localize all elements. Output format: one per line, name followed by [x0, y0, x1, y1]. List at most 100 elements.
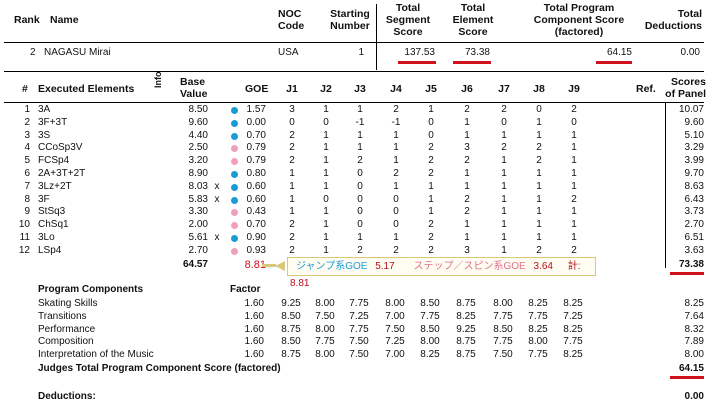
component-name: Interpretation of the Music [38, 349, 154, 361]
element-base-value: 5.61 [188, 232, 208, 243]
component-judge-score-2: 7.75 [315, 336, 335, 348]
component-panel-score: 7.64 [684, 310, 704, 322]
component-judge-score-7: 7.50 [493, 349, 513, 361]
component-judge-score-5: 8.25 [420, 349, 440, 361]
base-total: 64.57 [182, 259, 208, 270]
judge-score-5: 2 [428, 142, 434, 154]
component-panel-score: 8.32 [684, 323, 704, 335]
element-row: 6 2A+3T+2T 8.90 0.80 1 1 0 2 2 1 1 1 1 9.70 [0, 168, 710, 180]
judge-score-8: 1 [536, 206, 542, 218]
program-components-header: Program Components [38, 284, 144, 295]
element-goe: 1.57 [246, 104, 266, 115]
component-judge-score-6: 8.75 [456, 336, 476, 348]
jump-goe-dot [231, 235, 238, 242]
component-judge-score-9: 8.25 [563, 298, 583, 309]
judge-score-8: 2 [536, 244, 542, 256]
judge-score-8: 1 [536, 193, 542, 205]
component-judge-score-2: 8.00 [315, 349, 335, 361]
element-goe: 0.79 [246, 155, 266, 167]
judge-score-4: 2 [393, 104, 399, 115]
pcs-total-value: 64.15 [678, 363, 704, 374]
judge-score-7: 2 [501, 142, 507, 154]
element-panel-score: 3.29 [684, 142, 704, 154]
rank-header: Rank [14, 14, 40, 26]
element-name: 2A+3T+2T [38, 168, 86, 179]
executed-elements-header: Executed Elements [38, 83, 135, 95]
skater-deductions: 0.00 [680, 47, 700, 58]
component-judge-score-1: 8.50 [281, 310, 301, 322]
element-name: 3Lz+2T [38, 180, 72, 192]
element-goe: 0.60 [246, 180, 266, 192]
element-goe: 0.60 [246, 193, 266, 205]
component-row: Interpretation of the Music 1.60 8.75 8.00 7… [0, 349, 710, 361]
goe-breakdown-callout: ジャンプ系GOE 5.17 ステップ／スピン系GOE 3.64 計: 8.81 [287, 257, 596, 289]
judge-score-5: 0 [428, 116, 434, 128]
element-name: 3F+3T [38, 116, 68, 128]
deductions-header: Total Deductions [644, 8, 702, 32]
component-judge-score-7: 8.50 [493, 323, 513, 335]
judge-score-2: 0 [323, 193, 329, 205]
deductions-label: Deductions: [38, 391, 96, 402]
component-judge-score-8: 8.00 [528, 336, 548, 348]
component-judge-score-9: 7.75 [563, 336, 583, 348]
judge-score-6: 1 [464, 168, 470, 179]
judge-header-9: J9 [568, 83, 580, 95]
judge-score-2: 0 [323, 116, 329, 128]
element-name: FCSp4 [38, 155, 70, 167]
component-judge-score-7: 7.75 [493, 336, 513, 348]
element-base-value: 5.83 [188, 193, 208, 205]
judge-score-8: 1 [536, 168, 542, 179]
component-row: Composition 1.60 8.50 7.75 7.50 7.25 8.00 8.75 7… [0, 336, 710, 348]
element-panel-score: 5.10 [684, 129, 704, 141]
tes-underline [453, 61, 491, 64]
element-panel-score: 6.51 [684, 232, 704, 243]
judge-score-1: 2 [289, 232, 295, 243]
component-judge-score-7: 7.75 [493, 310, 513, 322]
jump-goe-dot [231, 196, 238, 204]
judge-score-8: 1 [536, 116, 542, 128]
component-judge-score-1: 9.25 [281, 298, 301, 309]
judge-score-1: 1 [289, 168, 295, 179]
element-base-value: 3.20 [188, 155, 208, 167]
judge-score-4: 1 [393, 232, 399, 243]
element-row: 5 FCSp4 3.20 0.79 2 1 2 1 2 2 1 2 1 3.99 [0, 155, 710, 167]
judge-score-4: 2 [393, 244, 399, 256]
element-total-underline [670, 272, 704, 275]
goe-total: 8.81 [244, 259, 266, 271]
component-judge-score-8: 7.75 [528, 349, 548, 361]
divider [665, 102, 666, 268]
tes-header: Total Element Score [452, 2, 494, 38]
judge-score-2: 1 [323, 142, 329, 154]
element-score-total: 73.38 [678, 259, 704, 270]
judge-score-3: 1 [357, 104, 363, 115]
element-row: 4 CCoSp3V 2.50 0.79 2 1 1 1 2 3 2 2 1 3.29 [0, 142, 710, 154]
judge-score-9: 1 [571, 206, 577, 218]
divider [376, 4, 377, 70]
element-base-value: 2.70 [188, 244, 208, 256]
element-goe: 0.80 [246, 168, 266, 179]
component-row: Transitions 1.60 8.50 7.50 7.25 7.00 7.75 8.25 7… [0, 311, 710, 323]
element-base-value: 8.90 [188, 168, 208, 179]
component-judge-score-5: 7.75 [420, 310, 440, 322]
tss-underline [398, 61, 436, 64]
component-judge-score-1: 8.75 [281, 349, 301, 361]
element-goe: 0.70 [246, 129, 266, 141]
element-number: 10 [18, 219, 30, 231]
judge-score-6: 1 [464, 180, 470, 192]
component-judge-score-6: 8.75 [456, 298, 476, 309]
judge-score-1: 1 [289, 180, 295, 192]
element-base-value: 8.50 [188, 104, 208, 115]
component-panel-score: 8.25 [684, 298, 704, 309]
skater-rank: 2 [30, 47, 36, 58]
deductions-value: 0.00 [684, 391, 704, 402]
callout-arrow-head [275, 261, 285, 271]
judge-score-3: 2 [357, 244, 363, 256]
judge-score-5: 1 [428, 206, 434, 218]
judge-score-1: 2 [289, 129, 295, 141]
element-goe: 0.79 [246, 142, 266, 154]
component-judge-score-4: 7.25 [385, 336, 405, 348]
num-header: # [22, 83, 28, 95]
pcs-header: Total Program Component Score (factored) [533, 2, 625, 38]
component-judge-score-4: 7.00 [385, 310, 405, 322]
element-name: ChSq1 [38, 219, 69, 231]
